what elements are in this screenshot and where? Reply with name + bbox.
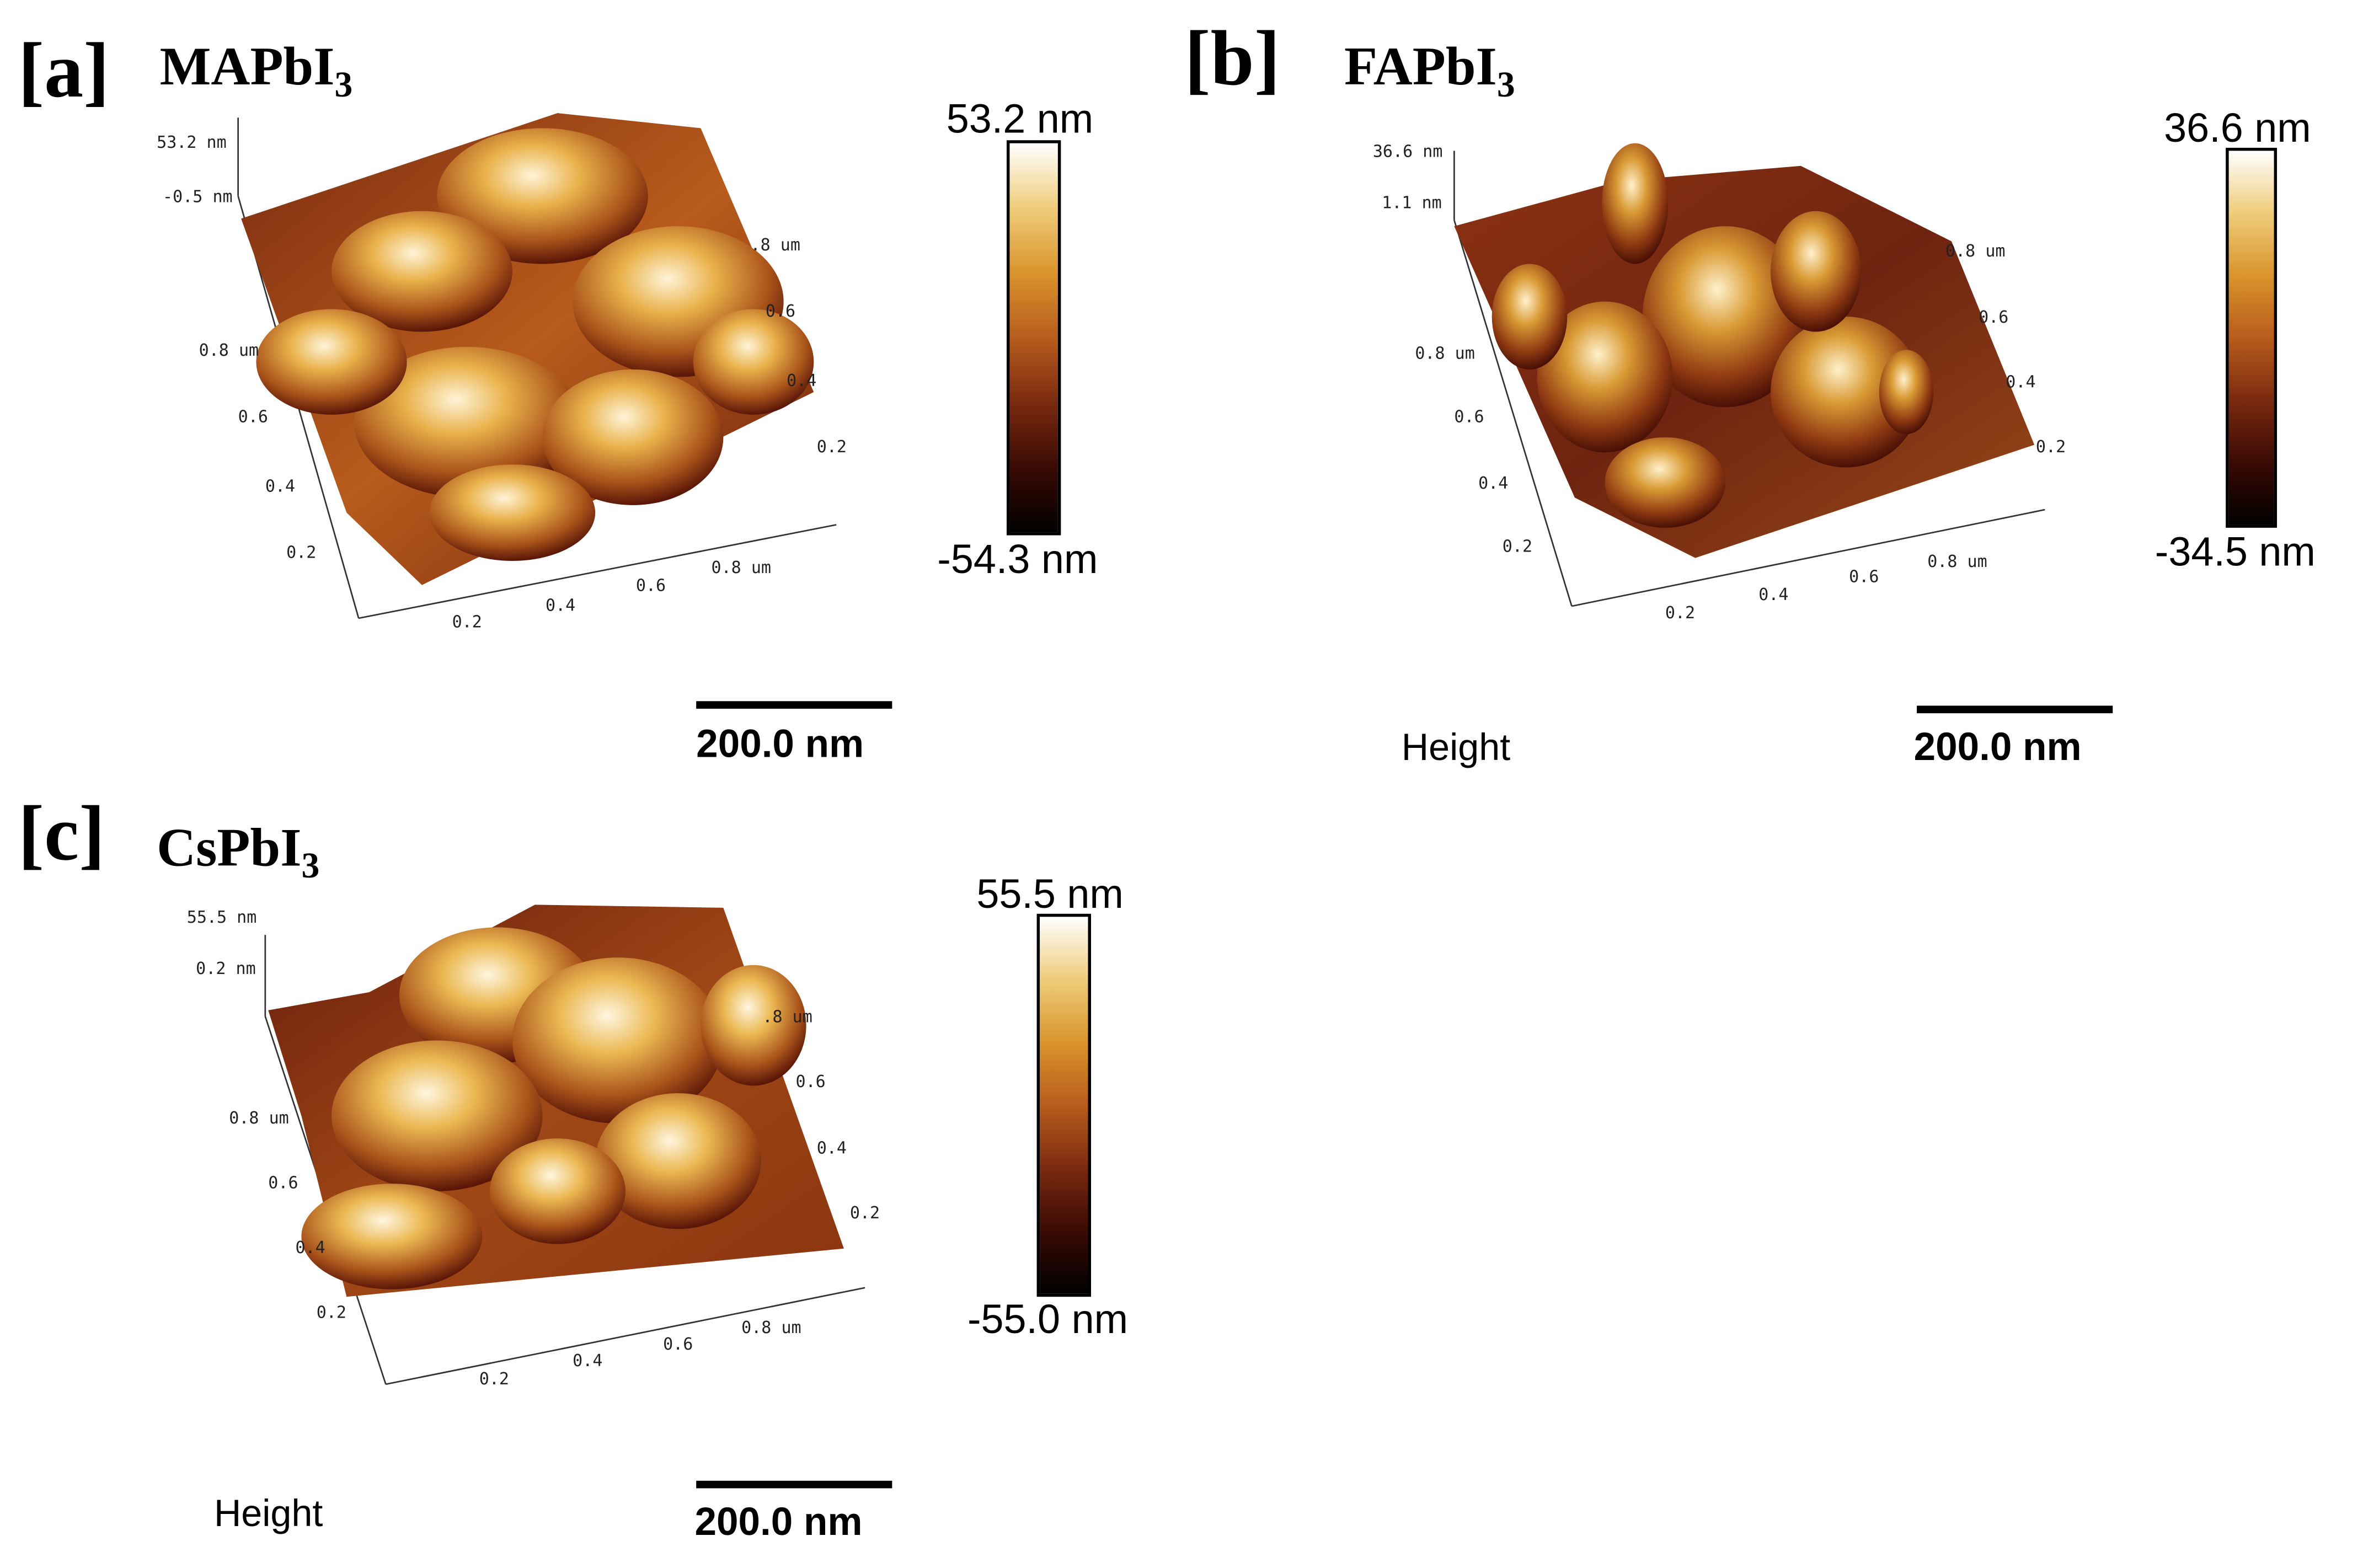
title-subscript: 3 <box>1496 66 1515 106</box>
afm-3d-surface: 53.2 nm -0.5 nm 0.2 0.4 0.6 0.8 um 0.2 0… <box>157 113 847 632</box>
panel-label: [a] <box>18 28 110 115</box>
afm-grains <box>301 927 806 1289</box>
y-tick-left: 0.4 <box>265 477 295 496</box>
afm-3d-surface: 36.6 nm 1.1 nm 0.2 0.4 0.6 0.8 um 0.2 0.… <box>1373 142 2066 623</box>
y-tick-left: 0.8 um <box>199 341 259 360</box>
y-tick-left: 0.8 um <box>229 1109 289 1128</box>
y-tick-right: .8 um <box>762 1008 812 1027</box>
colorbar <box>1006 140 1061 536</box>
x-tick: 0.4 <box>573 1351 602 1371</box>
z-top-label: 55.5 nm <box>187 908 257 927</box>
z-mid-label: 0.2 nm <box>196 959 256 978</box>
colorbar-max-label: 53.2 nm <box>946 96 1094 142</box>
y-tick-left: 0.6 <box>1454 408 1484 427</box>
z-top-label: 53.2 nm <box>157 133 227 152</box>
y-tick-left: 0.4 <box>1478 474 1508 493</box>
x-tick: 0.2 <box>1665 603 1695 623</box>
y-tick-right: 0.6 <box>1979 308 2008 327</box>
x-tick: 0.8 um <box>1927 552 1987 571</box>
scale-bar-label: 200.0 nm <box>696 720 864 766</box>
scale-bar <box>696 701 892 709</box>
x-tick: 0.2 <box>452 612 482 632</box>
y-tick-right: 0.2 <box>850 1203 880 1223</box>
y-tick-left: 0.2 <box>317 1303 346 1323</box>
y-tick-right: 0.4 <box>2006 373 2035 392</box>
panel-label: [c] <box>18 791 105 878</box>
x-tick: 0.6 <box>1849 567 1879 586</box>
scale-bar-label: 200.0 nm <box>694 1499 863 1544</box>
y-tick-right: .8 um <box>751 236 800 255</box>
y-tick-left: 0.2 <box>286 543 316 563</box>
z-mid-label: -0.5 nm <box>163 187 233 206</box>
colorbar-max-label: 36.6 nm <box>2164 105 2311 151</box>
panel-a: [a] MAPbI3 <box>0 0 1175 784</box>
height-label: Height <box>1401 726 1511 769</box>
afm-3d-surface: 55.5 nm 0.2 nm 0.2 0.4 0.6 0.8 um 0.2 0.… <box>187 905 880 1389</box>
afm-grains <box>256 128 814 561</box>
title-main: FAPbI <box>1344 36 1497 97</box>
panel-title: MAPbI3 <box>160 39 353 104</box>
x-tick: 0.6 <box>663 1335 693 1354</box>
y-tick-right: 0.4 <box>817 1139 847 1158</box>
panel-title: FAPbI3 <box>1344 39 1515 104</box>
y-tick-right: 0.6 <box>766 302 795 321</box>
colorbar-min-label: -54.3 nm <box>937 537 1098 582</box>
y-tick-right: 0.6 <box>795 1072 825 1091</box>
x-tick: 0.4 <box>1758 585 1788 604</box>
title-main: CsPbI <box>157 817 302 878</box>
title-subscript: 3 <box>301 847 320 887</box>
axis-labels: 55.5 nm 0.2 nm 0.2 0.4 0.6 0.8 um 0.2 0.… <box>187 908 880 1389</box>
x-tick: 0.2 <box>479 1369 509 1389</box>
panel-b: [b] FAPbI3 <box>1175 0 2363 784</box>
colorbar <box>2226 147 2278 528</box>
y-tick-left: 0.6 <box>238 408 268 427</box>
x-tick: 0.8 um <box>741 1318 801 1337</box>
scale-bar <box>1917 705 2113 714</box>
title-subscript: 3 <box>334 66 353 106</box>
panel-title: CsPbI3 <box>157 817 319 885</box>
z-top-label: 36.6 nm <box>1373 142 1443 161</box>
title-main: MAPbI <box>159 36 335 97</box>
y-tick-left: 0.4 <box>295 1238 325 1257</box>
z-mid-label: 1.1 nm <box>1382 193 1442 212</box>
y-tick-right: 0.4 <box>787 371 816 390</box>
y-tick-right: 0.2 <box>2036 437 2066 457</box>
y-tick-right: 0.2 <box>817 437 847 457</box>
y-tick-left: 0.6 <box>268 1173 298 1192</box>
y-tick-left: 0.2 <box>1503 537 1532 556</box>
x-tick: 0.8 um <box>712 558 772 577</box>
y-tick-left: 0.8 um <box>1415 344 1475 363</box>
axis-labels: 36.6 nm 1.1 nm 0.2 0.4 0.6 0.8 um 0.2 0.… <box>1373 142 2066 623</box>
height-label: Height <box>213 1492 323 1535</box>
y-tick-right: 0.8 um <box>1945 242 2006 261</box>
x-tick: 0.6 <box>636 576 666 596</box>
colorbar-min-label: -34.5 nm <box>2154 529 2316 575</box>
colorbar-max-label: 55.5 nm <box>976 871 1124 917</box>
scale-bar-label: 200.0 nm <box>1913 724 2082 769</box>
panel-c: [c] CsPbI3 <box>0 784 1175 1568</box>
colorbar <box>1036 913 1091 1297</box>
afm-grains <box>1491 143 1934 528</box>
colorbar-min-label: -55.0 nm <box>967 1297 1129 1342</box>
scale-bar <box>696 1480 892 1489</box>
axis-labels: 53.2 nm -0.5 nm 0.2 0.4 0.6 0.8 um 0.2 0… <box>157 133 847 632</box>
axes <box>1453 151 2045 607</box>
panel-label: [b] <box>1184 17 1281 103</box>
x-tick: 0.4 <box>546 596 575 615</box>
